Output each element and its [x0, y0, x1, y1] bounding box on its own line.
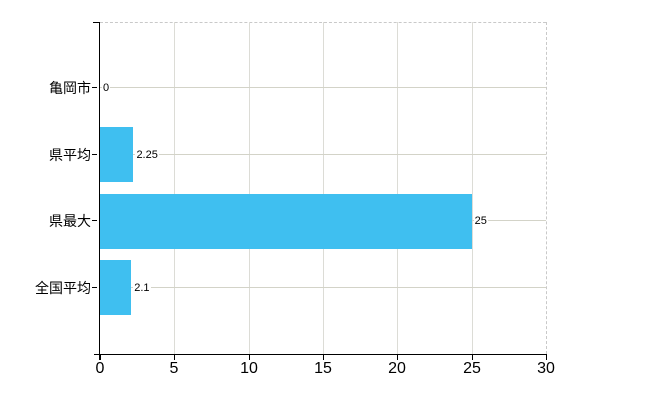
- x-axis-tick-label: 20: [388, 360, 406, 377]
- y-axis-line: [99, 22, 100, 360]
- y-axis-tick: [92, 287, 97, 288]
- x-axis-tick: [249, 354, 250, 360]
- x-axis-tick: [174, 354, 175, 360]
- x-axis-tick-label: 15: [314, 360, 332, 377]
- bar: [100, 127, 134, 183]
- category-label: 県平均: [49, 147, 91, 163]
- y-axis-tick: [92, 220, 97, 221]
- category-label: 全国平均: [35, 280, 91, 296]
- category-label: 県最大: [49, 213, 91, 229]
- bar: [100, 193, 472, 249]
- horizontal-gridline: [100, 287, 546, 288]
- x-axis-tick-label: 10: [240, 360, 258, 377]
- y-axis-tick: [92, 154, 97, 155]
- vertical-gridline: [323, 22, 324, 354]
- x-axis-tick: [323, 354, 324, 360]
- horizontal-gridline: [100, 154, 546, 155]
- vertical-gridline: [397, 22, 399, 354]
- x-axis-tick: [397, 354, 398, 360]
- value-label: 25: [473, 214, 488, 228]
- x-axis-tick-label: 30: [537, 360, 555, 377]
- plot-border-right: [546, 22, 547, 354]
- value-label: 0: [102, 81, 111, 95]
- horizontal-gridline: [100, 87, 546, 88]
- value-label: 2.25: [135, 148, 159, 162]
- y-axis-tick: [92, 87, 97, 88]
- value-label: 2.1: [133, 281, 151, 295]
- x-axis-tick-label: 25: [463, 360, 481, 377]
- category-label: 亀岡市: [49, 80, 91, 96]
- x-axis-tick-label: 0: [95, 360, 105, 377]
- y-axis-end-tick: [93, 22, 100, 23]
- x-axis-tick: [472, 354, 473, 360]
- x-axis-tick-label: 5: [169, 360, 179, 377]
- bar: [100, 260, 132, 316]
- vertical-gridline: [174, 22, 176, 354]
- x-axis-tick: [100, 354, 101, 360]
- x-axis-tick: [546, 354, 547, 360]
- x-axis-line: [94, 354, 546, 355]
- vertical-gridline: [248, 22, 250, 354]
- vertical-gridline: [471, 22, 473, 354]
